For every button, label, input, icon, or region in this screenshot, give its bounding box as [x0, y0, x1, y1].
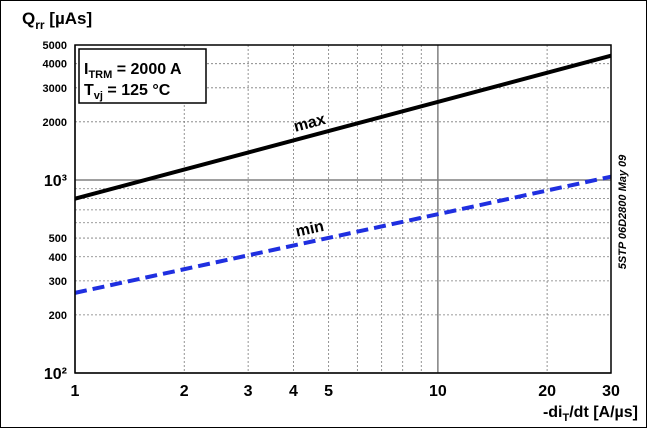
y-tick-label: 10³	[44, 173, 67, 190]
annotation-rest: = 125 °C	[103, 82, 171, 99]
annotation-main: I	[84, 61, 88, 78]
series-line	[74, 53, 612, 201]
y-tick-label: 400	[49, 252, 67, 264]
y-axis-title: Qrr [µAs]	[22, 9, 92, 32]
y-title-rest: [µAs]	[45, 9, 93, 28]
x-axis-title: -diT/dt [A/µs]	[543, 404, 638, 424]
annotation-line: Tvj = 125 °C	[84, 82, 171, 102]
x-tick-label: 5	[324, 383, 333, 400]
series-line	[74, 174, 612, 295]
y-title-main: Q	[22, 9, 35, 28]
plot-border	[74, 44, 612, 374]
y-tick-label: 200	[49, 310, 67, 322]
x-tick-label: 30	[602, 383, 620, 400]
x-title-rest: /dt [A/µs]	[569, 404, 638, 421]
y-tick-label: 10²	[44, 366, 67, 383]
y-tick-label: 5000	[43, 40, 67, 52]
x-title-sub: T	[563, 412, 570, 424]
y-tick-label: 300	[49, 276, 67, 288]
x-tick-label: 3	[244, 383, 253, 400]
y-title-sub: rr	[35, 18, 45, 32]
x-title-main: -di	[543, 404, 563, 421]
annotation-line: ITRM = 2000 A	[84, 61, 182, 81]
annotation-sub: TRM	[88, 69, 112, 81]
y-tick-label: 3000	[43, 83, 67, 95]
side-note: 5STP 06D2800 May 09	[617, 154, 629, 269]
annotation-main: T	[84, 82, 94, 99]
x-tick-label: 10	[429, 383, 447, 400]
x-tick-label: 20	[538, 383, 556, 400]
y-tick-label: 500	[49, 233, 67, 245]
annotation-box	[78, 48, 207, 104]
x-tick-label: 2	[180, 383, 189, 400]
annotation-sub: vj	[94, 90, 103, 102]
series-label: min	[294, 218, 325, 241]
y-tick-label: 4000	[43, 59, 67, 71]
annotation-rest: = 2000 A	[112, 61, 182, 78]
x-tick-label: 1	[71, 383, 80, 400]
x-tick-label: 4	[289, 383, 298, 400]
y-tick-label: 2000	[43, 117, 67, 129]
